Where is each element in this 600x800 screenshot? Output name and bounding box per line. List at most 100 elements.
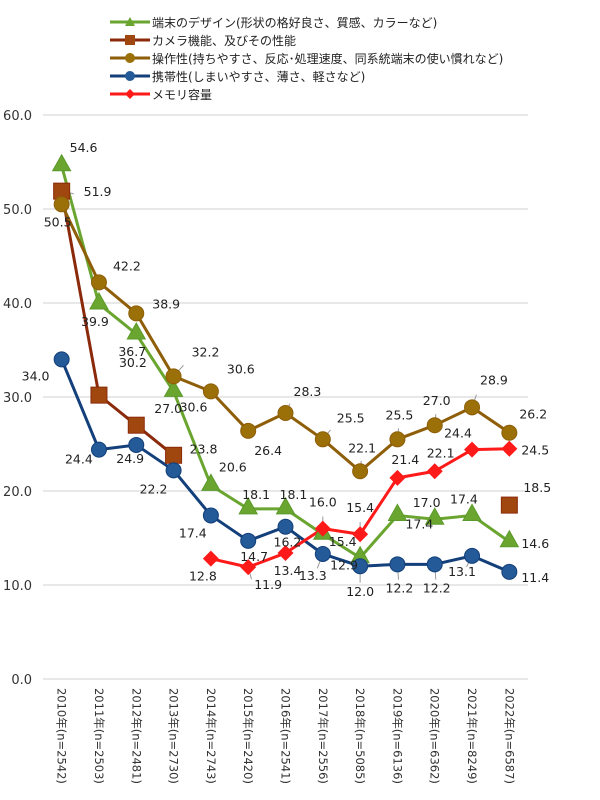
- diamond-marker: [426, 463, 443, 480]
- data-label: 36.7: [118, 344, 146, 359]
- data-label: 22.1: [348, 440, 376, 455]
- triangle-marker: [51, 153, 72, 172]
- x-tick-label: 2010年(n=2542): [55, 688, 69, 784]
- circle-marker: [165, 368, 182, 385]
- x-tick-label: 2016年(n=2541): [279, 688, 293, 784]
- legend-swatch-diamond-icon: [110, 88, 150, 100]
- circle-marker: [53, 351, 70, 368]
- data-label: 20.6: [219, 459, 247, 474]
- legend-swatch-triangle-icon: [110, 16, 150, 28]
- square-marker: [127, 416, 145, 434]
- circle-marker: [277, 404, 294, 421]
- triangle-marker: [275, 496, 296, 515]
- data-label: 38.9: [152, 296, 180, 311]
- diamond-marker: [501, 440, 518, 457]
- data-label: 18.1: [280, 487, 308, 502]
- data-label: 12.2: [386, 580, 414, 595]
- circle-marker: [464, 399, 481, 416]
- x-tick-label: 2020年(n=6362): [428, 688, 442, 784]
- series-markers: [51, 153, 520, 580]
- data-label: 28.3: [294, 384, 322, 399]
- data-label: 16.2: [274, 535, 302, 550]
- data-label: 13.3: [299, 568, 327, 583]
- circle-marker: [240, 532, 257, 549]
- x-tick-label: 2011年(n=2503): [92, 688, 106, 784]
- data-label: 39.9: [81, 314, 109, 329]
- circle-marker: [352, 558, 369, 575]
- circle-marker: [240, 422, 257, 439]
- circle-marker: [464, 547, 481, 564]
- data-label: 21.4: [391, 452, 419, 467]
- data-label: 14.7: [240, 549, 268, 564]
- data-label: 30.2: [119, 355, 147, 370]
- triangle-marker: [424, 507, 445, 525]
- circle-marker: [53, 196, 70, 213]
- x-tick-label: 2015年(n=2420): [241, 688, 255, 784]
- data-label: 22.1: [427, 445, 455, 460]
- y-tick-label: 60.0: [3, 109, 32, 124]
- data-label: 32.2: [192, 344, 220, 359]
- gridlines: [43, 114, 528, 680]
- circle-marker: [501, 563, 518, 580]
- series-line: [60, 190, 175, 457]
- diamond-marker: [464, 441, 481, 458]
- x-tick-label: 2021年(n=8249): [465, 688, 479, 784]
- y-axis-ticks: 0.0 10.0 20.0 30.0 40.0 50.0 60.0: [3, 109, 32, 688]
- legend-item: メモリ容量: [110, 85, 503, 103]
- diamond-marker: [277, 545, 294, 562]
- y-tick-label: 20.0: [3, 485, 32, 500]
- data-label: 13.1: [448, 564, 476, 579]
- circle-marker: [202, 383, 219, 400]
- legend-item: カメラ機能、及びその性能: [110, 31, 503, 49]
- circle-marker: [90, 274, 107, 291]
- data-label: 14.6: [521, 536, 549, 551]
- x-tick-label: 2022年(n=6587): [502, 688, 516, 784]
- triangle-marker: [126, 322, 147, 340]
- data-label: 30.6: [227, 361, 255, 376]
- triangle-marker: [201, 473, 221, 491]
- data-label: 24.9: [116, 451, 144, 466]
- triangle-marker: [462, 503, 482, 521]
- circle-marker: [277, 518, 294, 535]
- circle-marker: [165, 462, 182, 479]
- triangle-marker: [238, 496, 259, 515]
- data-label: 54.6: [70, 140, 98, 155]
- y-tick-label: 10.0: [3, 579, 32, 594]
- square-marker: [165, 446, 183, 464]
- legend-label: 携帯性(しまいやすさ、薄さ、軽さなど): [152, 69, 366, 84]
- circle-marker: [128, 305, 145, 322]
- triangle-marker: [387, 503, 408, 521]
- circle-marker: [501, 424, 518, 441]
- circle-marker: [128, 436, 145, 453]
- data-label: 28.9: [480, 372, 508, 387]
- data-label: 16.0: [309, 495, 337, 510]
- y-tick-label: 30.0: [3, 391, 32, 406]
- data-label: 24.5: [521, 443, 549, 458]
- diamond-marker: [202, 550, 219, 567]
- data-label: 11.4: [521, 570, 549, 585]
- data-label: 30.6: [180, 399, 208, 414]
- diamond-marker: [314, 520, 331, 537]
- data-label: 13.4: [274, 563, 302, 578]
- square-marker: [500, 496, 518, 514]
- data-label: 12.8: [189, 569, 217, 584]
- legend-swatch-square-icon: [110, 34, 150, 46]
- data-label: 17.0: [413, 495, 441, 510]
- x-tick-label: 2012年(n=2481): [129, 688, 143, 784]
- circle-marker: [389, 431, 406, 448]
- diamond-marker: [352, 526, 369, 543]
- circle-marker: [314, 431, 331, 448]
- data-label: 18.1: [242, 487, 270, 502]
- data-label: 27.0: [154, 401, 182, 416]
- data-label: 17.4: [450, 491, 478, 506]
- y-tick-label: 0.0: [11, 673, 32, 688]
- diamond-marker: [389, 469, 406, 486]
- data-label: 51.9: [84, 184, 112, 199]
- diamond-marker: [240, 559, 257, 576]
- data-labels: 54.6 39.9 36.7 30.6 20.6 18.1 18.1 15.4 12.9 17.4…: [22, 140, 552, 599]
- data-label: 12.9: [330, 558, 358, 573]
- legend-item: 携帯性(しまいやすさ、薄さ、軽さなど): [110, 67, 503, 85]
- data-label: 18.5: [523, 480, 551, 495]
- square-marker: [90, 386, 108, 404]
